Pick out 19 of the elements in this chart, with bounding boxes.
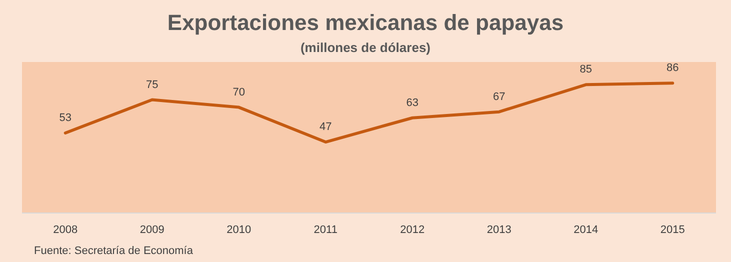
data-label: 67 xyxy=(493,90,506,103)
data-label: 75 xyxy=(146,78,158,91)
x-tick-label: 2015 xyxy=(660,224,685,236)
data-label: 85 xyxy=(580,64,592,76)
x-tick-label: 2014 xyxy=(574,224,598,236)
x-tick-label: 2008 xyxy=(53,224,78,236)
data-label: 70 xyxy=(232,86,245,98)
x-tick-label: 2013 xyxy=(486,224,512,236)
x-tick-label: 2011 xyxy=(314,224,338,236)
x-tick-label: 2012 xyxy=(400,224,425,236)
data-label: 47 xyxy=(320,121,332,134)
data-label: 86 xyxy=(666,62,679,74)
x-tick-label: 2009 xyxy=(140,224,164,236)
data-label: 63 xyxy=(406,96,418,109)
source-note: Fuente: Secretaría de Economía xyxy=(34,245,194,257)
x-tick-label: 2010 xyxy=(226,224,252,236)
chart-subtitle: (millones de dólares) xyxy=(300,40,431,55)
data-label: 53 xyxy=(59,112,72,124)
chart-title: Exportaciones mexicanas de papayas xyxy=(167,10,564,35)
